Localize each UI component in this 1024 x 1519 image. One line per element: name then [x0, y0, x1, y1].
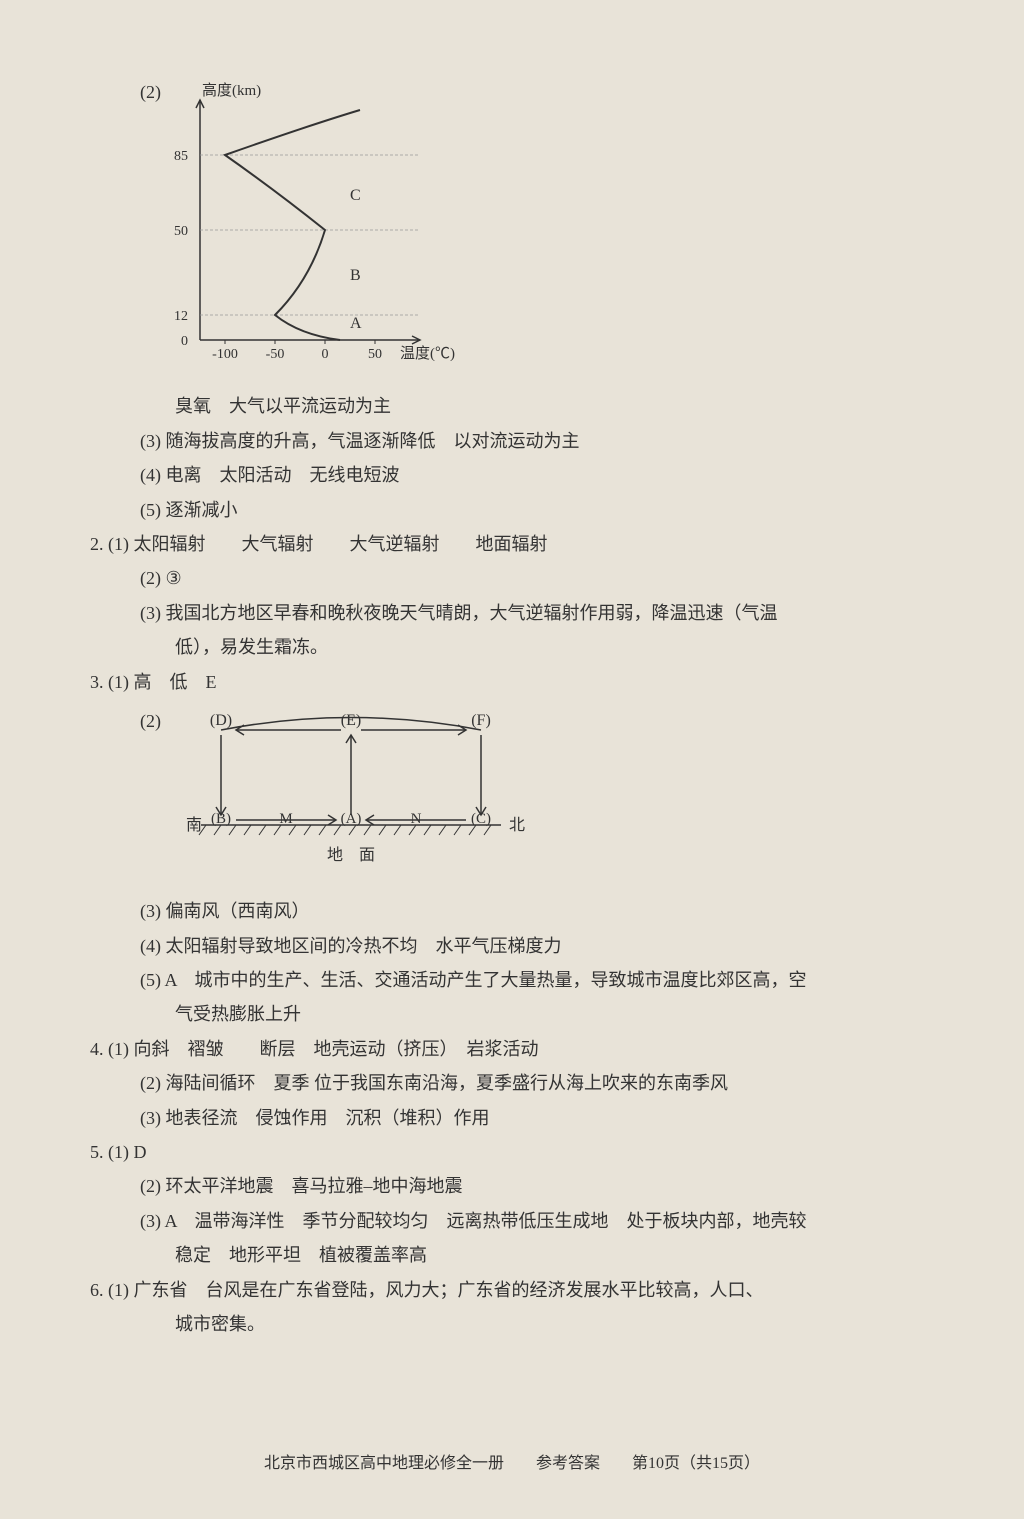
q4-1: 4. (1) 向斜 褶皱 断层 地壳运动（挤压） 岩浆活动: [90, 1033, 934, 1065]
label-c-bottom: (C): [471, 811, 491, 827]
xtick-0: 0: [322, 347, 329, 362]
ytick-85: 85: [174, 149, 188, 164]
q2-3: (3) 随海拔高度的升高，气温逐渐降低 以对流运动为主: [90, 425, 934, 457]
q6-1a: 6. (1) 广东省 台风是在广东省登陆，风力大；广东省的经济发展水平比较高，人…: [90, 1274, 934, 1306]
q5-3b: 稳定 地形平坦 植被覆盖率高: [90, 1239, 934, 1271]
q3-1: 3. (1) 高 低 E: [90, 666, 934, 698]
q3-5b: 气受热膨胀上升: [90, 998, 934, 1030]
q4-3: (3) 地表径流 侵蚀作用 沉积（堆积）作用: [90, 1102, 934, 1134]
label-f: (F): [471, 712, 491, 729]
q5-2: (2) 环太平洋地震 喜马拉雅–地中海地震: [90, 1170, 934, 1202]
page-footer: 北京市西城区高中地理必修全一册 参考答案 第10页（共15页）: [0, 1450, 1024, 1479]
q2-4: (4) 电离 太阳活动 无线电短波: [90, 459, 934, 491]
xtick-n100: -100: [212, 347, 238, 362]
q2-main: 2. (1) 太阳辐射 大气辐射 大气逆辐射 地面辐射: [90, 528, 934, 560]
q2-sub3b: 低），易发生霜冻。: [90, 631, 934, 663]
label-n: N: [411, 811, 422, 827]
q5-1: 5. (1) D: [90, 1136, 934, 1168]
label-a-bottom: (A): [341, 811, 362, 827]
label-m: M: [279, 811, 292, 827]
q2-sub2: (2) ③: [90, 562, 934, 594]
q3-3: (3) 偏南风（西南风）: [90, 895, 934, 927]
q2-pre-text: 臭氧 大气以平流运动为主: [90, 390, 934, 422]
south-label: 南: [186, 816, 202, 834]
label-d: (D): [210, 712, 232, 729]
circulation-svg: (D) (E) (F): [181, 705, 541, 875]
ytick-50: 50: [174, 224, 188, 239]
ytick-0: 0: [181, 334, 188, 349]
region-a: A: [350, 315, 362, 332]
q2-label: (2): [140, 82, 161, 103]
q4-2: (2) 海陆间循环 夏季 位于我国东南沿海，夏季盛行从海上吹来的东南季风: [90, 1067, 934, 1099]
q6-1b: 城市密集。: [90, 1308, 934, 1340]
q3-4: (4) 太阳辐射导致地区间的冷热不均 水平气压梯度力: [90, 930, 934, 962]
label-e: (E): [341, 712, 361, 729]
circulation-diagram: (D) (E) (F): [181, 705, 541, 885]
ytick-12: 12: [174, 309, 188, 324]
q2-5: (5) 逐渐减小: [90, 494, 934, 526]
xtick-50: 50: [368, 347, 382, 362]
xtick-n50: -50: [266, 347, 285, 362]
altitude-temp-chart: 高度(km) (2) 0 12 50 85 -100 -50 0 50 温度(℃…: [140, 80, 934, 380]
north-label: 北: [509, 816, 525, 834]
label-b-bottom: (B): [211, 811, 231, 827]
temp-curve: [225, 110, 360, 340]
region-b: B: [350, 267, 361, 284]
region-c: C: [350, 187, 361, 204]
q3-5a: (5) A 城市中的生产、生活、交通活动产生了大量热量，导致城市温度比郊区高，空: [90, 964, 934, 996]
q3-2-label: (2): [90, 700, 161, 737]
y-axis-label: 高度(km): [202, 82, 261, 99]
q2-sub3a: (3) 我国北方地区早春和晚秋夜晚天气晴朗，大气逆辐射作用弱，降温迅速（气温: [90, 597, 934, 629]
x-axis-label: 温度(℃): [400, 345, 455, 362]
q5-3a: (3) A 温带海洋性 季节分配较均匀 远离热带低压生成地 处于板块内部，地壳较: [90, 1205, 934, 1237]
chart-svg: 高度(km) (2) 0 12 50 85 -100 -50 0 50 温度(℃…: [140, 80, 460, 370]
ground-label: 地 面: [327, 846, 375, 864]
